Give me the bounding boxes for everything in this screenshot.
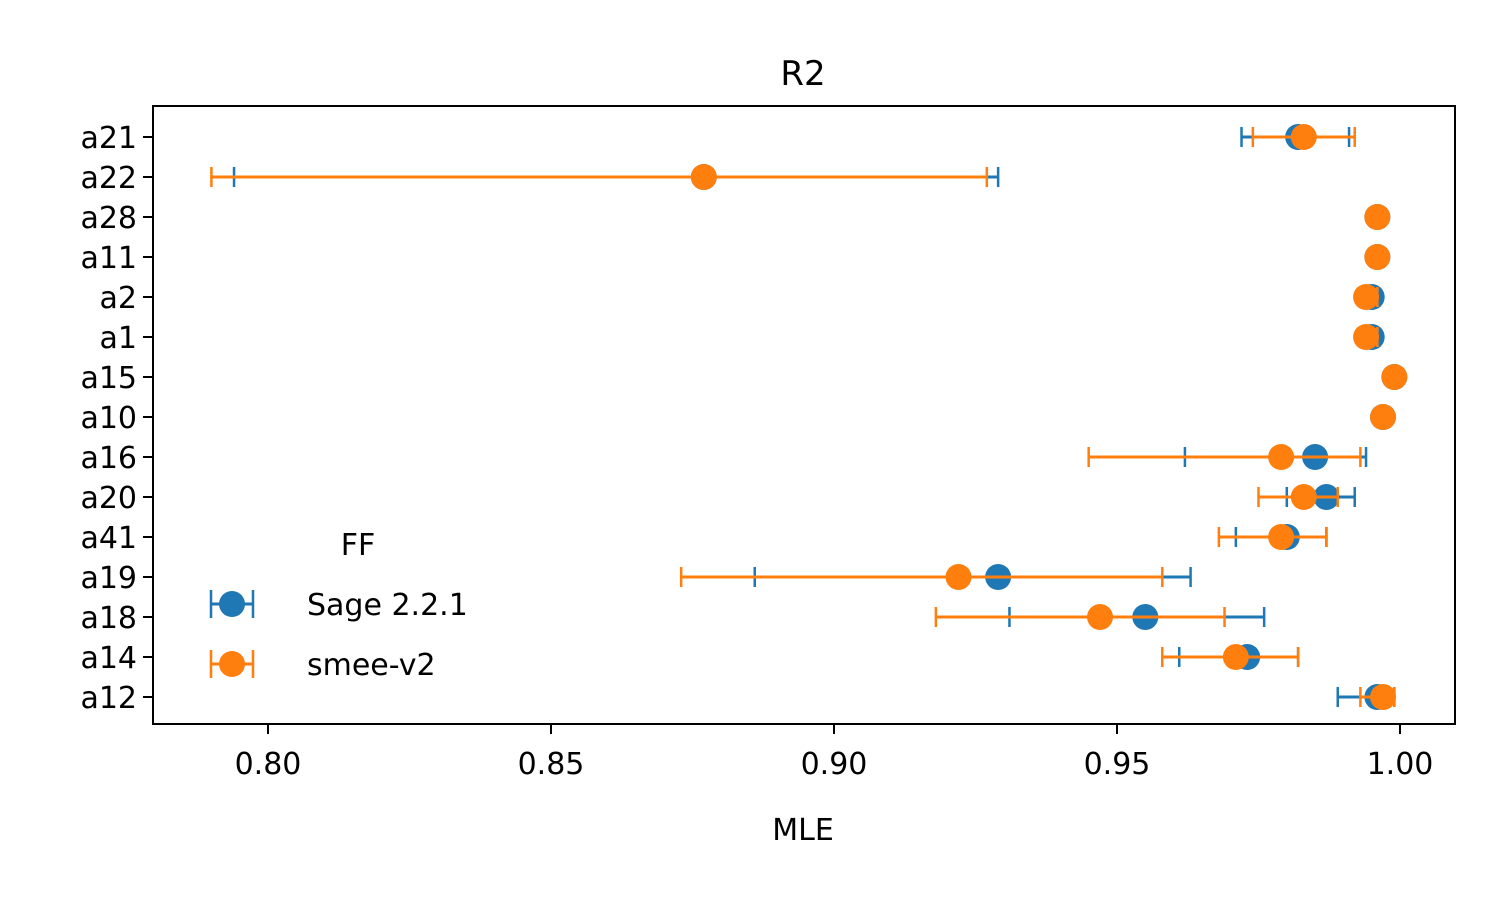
x-axis-label: MLE <box>772 813 834 848</box>
y-tick-label: a18 <box>80 601 137 636</box>
point-smee-v2 <box>1087 604 1114 630</box>
x-tick-label: 1.00 <box>1367 747 1434 782</box>
point-smee-v2 <box>1268 444 1295 470</box>
point-smee-v2 <box>690 164 717 190</box>
point-smee-v2 <box>1290 124 1317 150</box>
y-tick-label: a16 <box>80 441 137 476</box>
y-tick-label: a41 <box>80 521 137 556</box>
plot-frame <box>152 105 1456 725</box>
y-tick-label: a28 <box>80 201 137 236</box>
x-axis: 0.80 0.85 0.90 0.95 1.00 <box>235 724 1434 782</box>
legend-marker-sage-2-2-1 <box>219 591 245 617</box>
legend-label-sage-2-2-1: Sage 2.2.1 <box>307 588 468 623</box>
point-smee-v2 <box>1364 244 1391 270</box>
point-smee-v2 <box>1268 524 1295 550</box>
point-smee-v2 <box>1364 204 1391 230</box>
chart-title: R2 <box>780 54 825 94</box>
point-smee-v2 <box>1381 364 1408 390</box>
legend-title: FF <box>341 528 376 563</box>
y-tick-label: a1 <box>100 321 137 356</box>
x-tick-label: 0.90 <box>801 747 868 782</box>
y-tick-label: a15 <box>80 361 137 396</box>
y-tick-label: a20 <box>80 481 137 516</box>
y-axis: a21 a22 a28 a11 a2 a1 a15 a10 a16 a20 a41 a19 a18 a14… <box>80 121 153 716</box>
point-smee-v2 <box>1370 404 1397 430</box>
y-tick-label: a19 <box>80 561 137 596</box>
point-smee-v2 <box>945 564 972 590</box>
point-smee-v2 <box>1370 684 1397 710</box>
point-smee-v2 <box>1290 484 1317 510</box>
legend-label-smee-v2: smee-v2 <box>307 648 436 683</box>
series-layer <box>210 124 1408 710</box>
y-tick-label: a14 <box>80 641 137 676</box>
y-tick-label: a2 <box>100 281 137 316</box>
point-smee-v2 <box>1353 284 1380 310</box>
y-tick-label: a21 <box>80 121 137 156</box>
y-tick-label: a22 <box>80 161 137 196</box>
legend: FF Sage 2.2.1 smee-v2 <box>209 528 468 683</box>
y-tick-label: a10 <box>80 401 137 436</box>
point-smee-v2 <box>1353 324 1380 350</box>
y-tick-label: a12 <box>80 681 137 716</box>
legend-marker-smee-v2 <box>219 651 245 677</box>
x-tick-label: 0.85 <box>518 747 585 782</box>
y-tick-label: a11 <box>80 241 137 276</box>
x-tick-label: 0.80 <box>235 747 302 782</box>
point-smee-v2 <box>1222 644 1249 670</box>
x-tick-label: 0.95 <box>1084 747 1151 782</box>
